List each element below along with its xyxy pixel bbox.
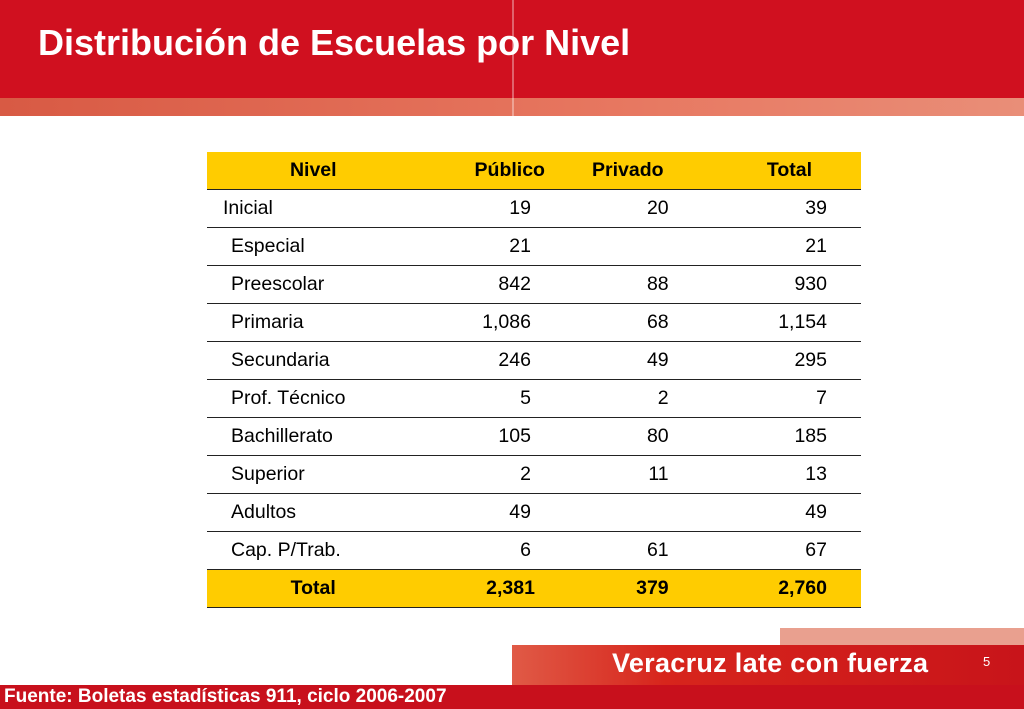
cell-total: 295	[698, 341, 861, 380]
header-total: Total	[698, 152, 861, 190]
cell-publico: 21	[419, 227, 557, 266]
cell-total: 13	[698, 455, 861, 494]
cell-total: 49	[698, 493, 861, 532]
page-number: 5	[983, 654, 991, 669]
table-row: Bachillerato 105 80 185	[207, 417, 861, 456]
title-bar	[0, 0, 1024, 98]
cell-nivel: Secundaria	[207, 341, 420, 380]
cell-publico: 842	[419, 265, 557, 304]
cell-nivel: Primaria	[207, 303, 420, 342]
cell-total: 21	[698, 227, 861, 266]
source-bar	[0, 685, 1024, 709]
cell-nivel: Preescolar	[207, 265, 420, 304]
cell-privado: 2	[556, 379, 699, 418]
cell-total: 7	[698, 379, 861, 418]
cell-privado: 80	[556, 417, 699, 456]
cell-nivel: Cap. P/Trab.	[207, 531, 420, 570]
table-row: Superior 2 11 13	[207, 455, 861, 494]
cell-privado: 11	[556, 455, 699, 494]
cell-nivel: Especial	[207, 227, 420, 266]
title-bar-strip	[0, 98, 1024, 116]
source-note: Fuente: Boletas estadísticas 911, ciclo …	[4, 686, 447, 707]
cell-total: 930	[698, 265, 861, 304]
cell-privado: 49	[556, 341, 699, 380]
page-title: Distribución de Escuelas por Nivel	[38, 22, 631, 63]
table-row: Prof. Técnico 5 2 7	[207, 379, 861, 418]
header-nivel: Nivel	[207, 152, 420, 190]
cell-nivel: Bachillerato	[207, 417, 420, 456]
cell-publico: 49	[419, 493, 557, 532]
header-privado: Privado	[556, 152, 699, 190]
cell-publico: 19	[419, 189, 557, 228]
cell-publico: 1,086	[419, 303, 557, 342]
total-total: 2,760	[698, 569, 861, 608]
cell-nivel: Inicial	[207, 189, 420, 228]
table-total-row: Total 2,381 379 2,760	[207, 569, 861, 608]
footer-accent-band	[780, 628, 1024, 648]
cell-privado	[556, 493, 699, 532]
cell-publico: 105	[419, 417, 557, 456]
table-row: Inicial 19 20 39	[207, 189, 861, 228]
cell-total: 1,154	[698, 303, 861, 342]
cell-privado: 68	[556, 303, 699, 342]
cell-publico: 246	[419, 341, 557, 380]
cell-nivel: Prof. Técnico	[207, 379, 420, 418]
cell-publico: 2	[419, 455, 557, 494]
cell-privado: 88	[556, 265, 699, 304]
cell-privado: 61	[556, 531, 699, 570]
cell-privado	[556, 227, 699, 266]
cell-privado: 20	[556, 189, 699, 228]
cell-nivel: Adultos	[207, 493, 420, 532]
cell-total: 39	[698, 189, 861, 228]
cell-total: 185	[698, 417, 861, 456]
cell-publico: 6	[419, 531, 557, 570]
header-publico: Público	[419, 152, 557, 190]
table-row: Primaria 1,086 68 1,154	[207, 303, 861, 342]
table-row: Especial 21 21	[207, 227, 861, 266]
table-row: Preescolar 842 88 930	[207, 265, 861, 304]
table-row: Secundaria 246 49 295	[207, 341, 861, 380]
cell-total: 67	[698, 531, 861, 570]
cell-publico: 5	[419, 379, 557, 418]
table-header-row: Nivel Público Privado Total	[207, 152, 861, 190]
table-row: Adultos 49 49	[207, 493, 861, 532]
total-privado: 379	[556, 569, 699, 608]
total-publico: 2,381	[419, 569, 557, 608]
slogan-banner	[512, 645, 1024, 685]
slogan-text: Veracruz late con fuerza	[612, 648, 929, 678]
cell-nivel: Superior	[207, 455, 420, 494]
title-divider-line	[512, 0, 514, 116]
total-label: Total	[207, 569, 420, 608]
schools-table: Nivel Público Privado Total Inicial 19 2…	[207, 152, 861, 608]
table-row: Cap. P/Trab. 6 61 67	[207, 531, 861, 570]
